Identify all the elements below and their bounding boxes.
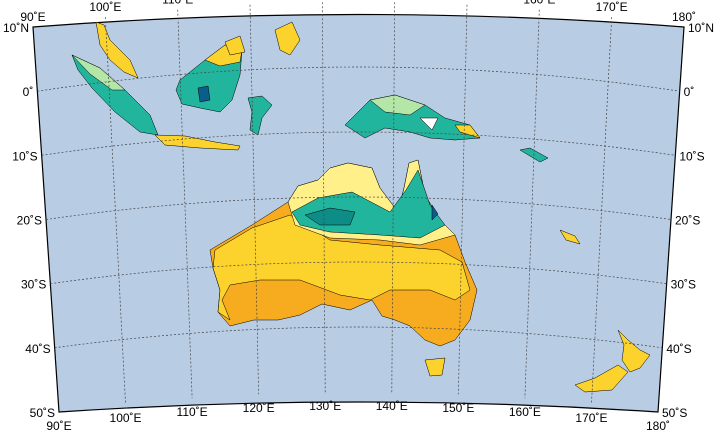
axis-labels: 90˚E 100˚E 110˚E 120˚E 130˚E 140˚E 150˚E 160˚E 1… [3,0,714,433]
parallel-line [50,261,667,285]
tasmania [424,357,446,377]
lat-label-right: 50˚S [662,406,687,420]
contour-band-dark-teal [304,207,356,226]
lon-label-top: 90˚E [20,10,45,24]
lat-label-right: 40˚S [666,342,691,356]
lon-label-bottom: 180˚ [646,419,670,433]
contour-band-yellow [212,214,471,321]
lon-label-bottom: 130˚E [309,399,341,413]
lon-label-top: 100˚E [89,0,121,14]
philippines [224,35,246,56]
lon-label-bottom: 100˚E [110,411,142,425]
lat-label-left: 50˚S [30,406,55,420]
meridian-line [249,4,260,395]
contour-peak [197,85,211,103]
contour-band-light-green [369,94,426,116]
sulawesi [247,95,273,136]
lon-label-top: 150˚E [451,0,483,2]
lat-label-left: 40˚S [25,342,50,356]
lon-label-bottom: 110˚E [177,405,208,419]
parallel-line [45,196,672,220]
lon-label-bottom: 120˚E [243,401,275,415]
java [154,134,241,151]
meridian-line [391,2,396,393]
no-data-patch [419,117,439,131]
lon-label-bottom: 160˚E [509,405,541,419]
lat-label-right: 0˚ [684,85,695,99]
parallel-line [54,326,663,349]
parallel-line [41,131,676,156]
lon-label-bottom: 140˚E [376,399,408,413]
lon-label-top: 180˚ [672,10,696,24]
lat-label-left: 10˚S [12,149,37,163]
lon-label-bottom: 170˚E [575,411,607,425]
new-zealand-north [617,329,651,373]
lon-label-bottom: 150˚E [442,401,474,415]
lon-label-top: 160˚E [523,0,555,7]
lon-label-top: 170˚E [596,0,628,14]
lon-label-bottom: 90˚E [46,419,71,433]
lat-label-right: 20˚S [675,214,700,228]
lat-label-right: 30˚S [671,278,696,292]
philippines-south [274,21,301,56]
lat-label-left: 20˚S [17,214,42,228]
new-zealand-south [574,364,629,393]
contour-peak [431,204,439,221]
parallel-line [37,66,680,92]
new-guinea-east [454,124,481,139]
lon-label-top: 120˚E [234,0,266,2]
meridian-line [177,9,193,399]
lat-label-left: 10˚N [3,21,29,35]
graticule [37,2,680,405]
lat-label-left: 0˚ [23,85,34,99]
island [559,229,581,245]
meridian-line [321,2,326,393]
lat-label-right: 10˚S [679,149,704,163]
lat-label-right: 10˚N [688,21,714,35]
lat-label-left: 30˚S [21,278,46,292]
lon-label-top: 110˚E [162,0,193,7]
contour-band-light-green [71,54,126,91]
land-areas [71,21,651,393]
